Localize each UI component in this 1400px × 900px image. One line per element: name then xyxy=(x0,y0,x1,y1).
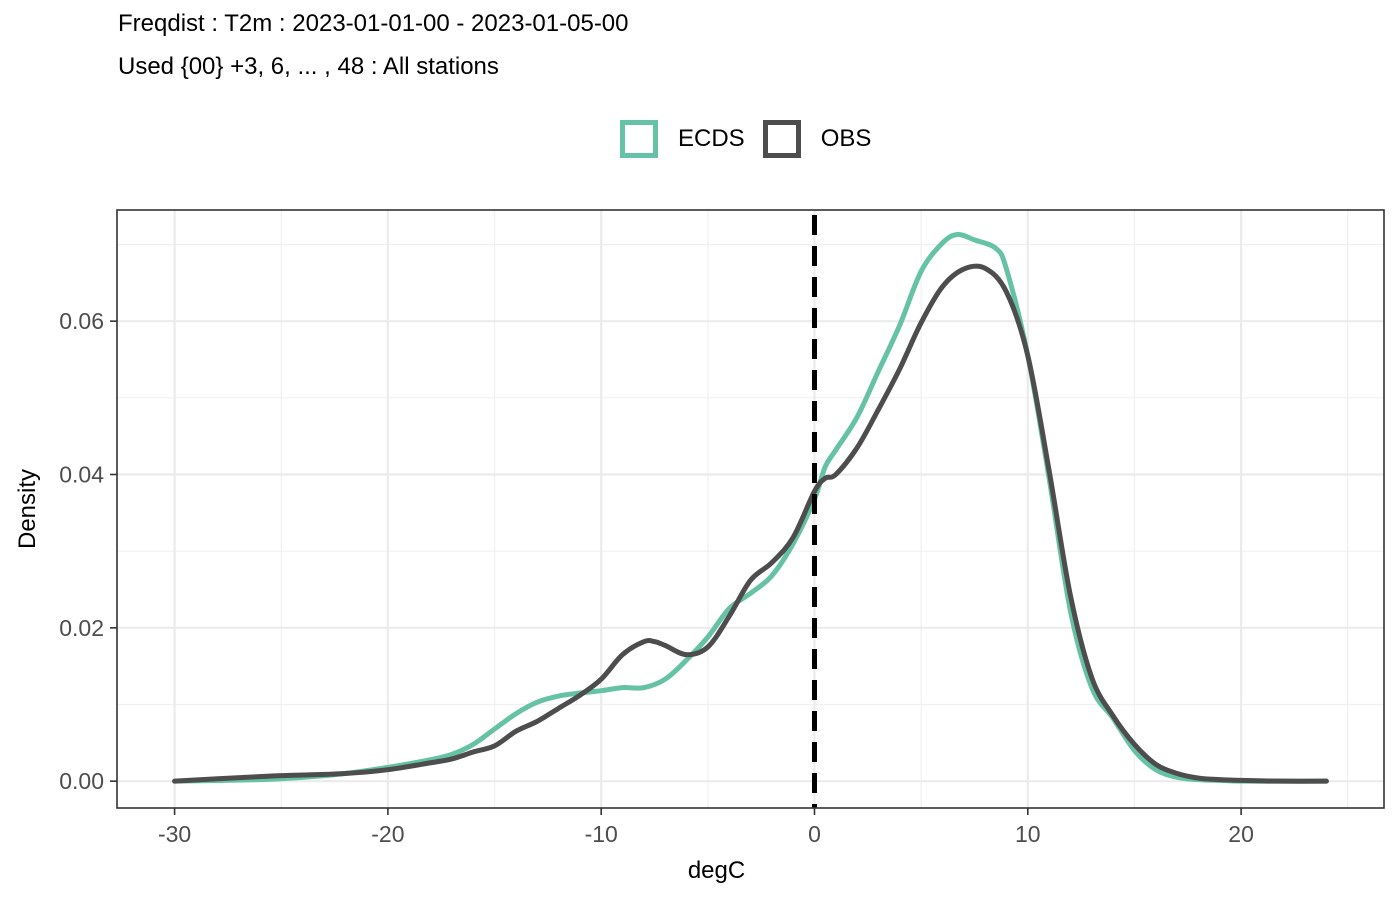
x-tick-label: 20 xyxy=(1228,821,1254,847)
density-line-obs xyxy=(172,263,1329,784)
legend-label-obs: OBS xyxy=(820,125,872,152)
y-tick-label: 0.06 xyxy=(59,308,104,334)
x-tick-label: -30 xyxy=(158,821,191,847)
legend-item-obs: OBS xyxy=(762,120,872,158)
y-tick-label: 0.00 xyxy=(59,768,104,794)
x-tick-label: 10 xyxy=(1015,821,1041,847)
plot-panel xyxy=(117,210,1384,808)
legend-item-ecds: ECDS xyxy=(620,120,745,158)
chart-subtitle: Used {00} +3, 6, ... , 48 : All stations xyxy=(118,53,499,80)
x-tick-label: -10 xyxy=(585,821,618,847)
y-tick-label: 0.04 xyxy=(59,462,104,488)
plot-border xyxy=(116,209,1385,809)
legend-key-obs xyxy=(762,120,801,158)
legend-key-ecds xyxy=(620,120,658,158)
x-axis-title: degC xyxy=(688,857,745,884)
y-axis-title: Density xyxy=(14,469,41,549)
legend: ECDS OBS xyxy=(620,116,889,162)
x-tick-label: -20 xyxy=(371,821,404,847)
chart-title: Freqdist : T2m : 2023-01-01-00 - 2023-01… xyxy=(118,10,629,37)
y-tick-label: 0.02 xyxy=(59,615,104,641)
legend-label-ecds: ECDS xyxy=(678,125,745,152)
x-tick-label: 0 xyxy=(808,821,821,847)
